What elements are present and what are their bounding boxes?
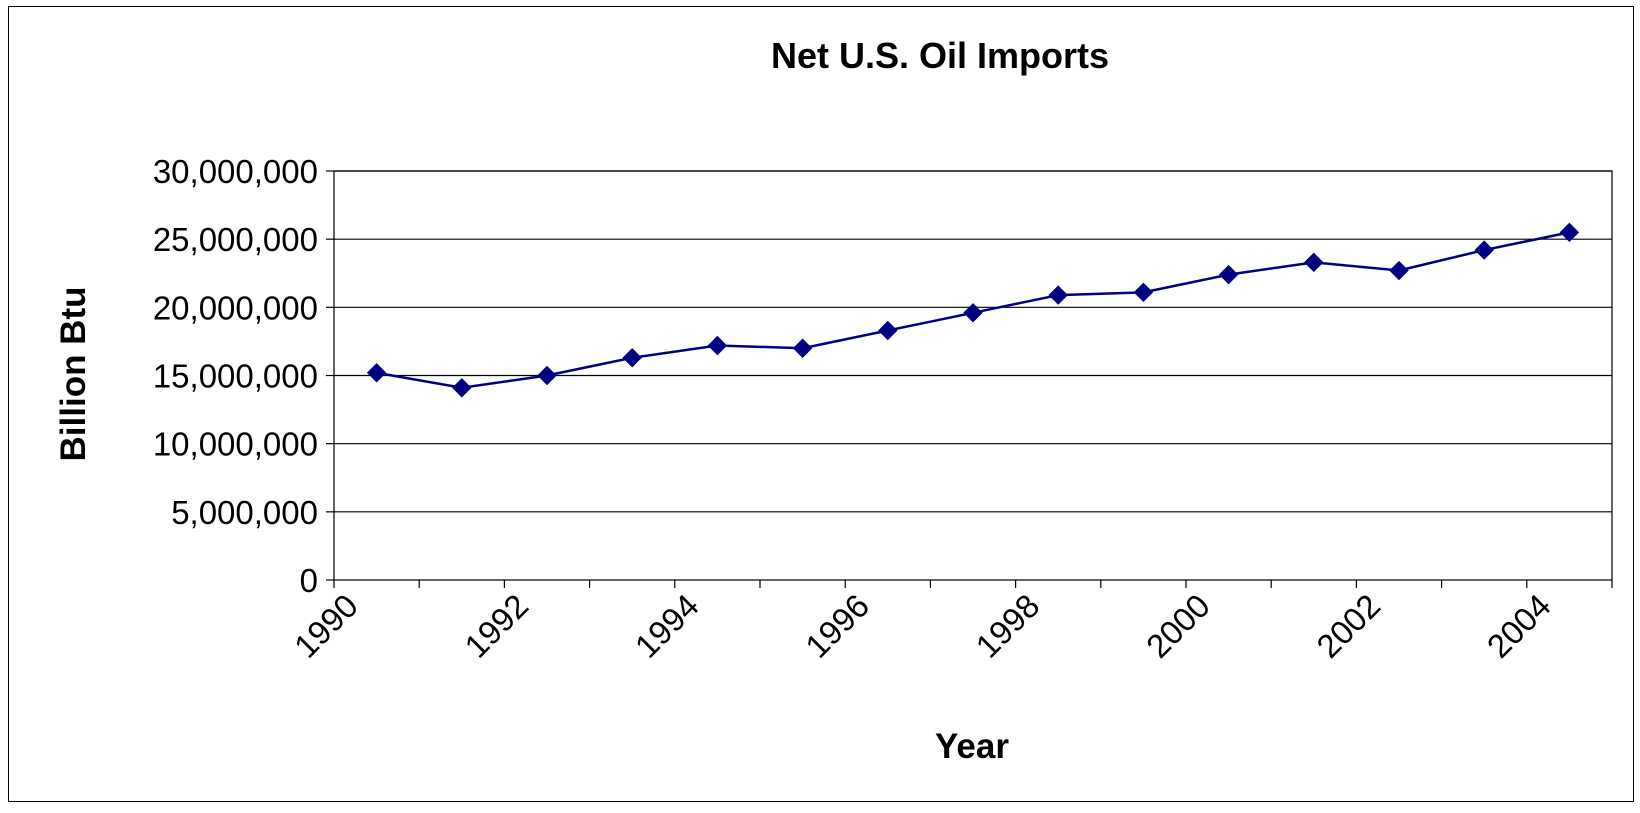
data-point [1304,252,1324,273]
x-tick-label: 2002 [1309,587,1387,665]
plot-area: 0 5,000,000 10,000,000 15,000,000 20,000,000… [153,153,1613,665]
y-tick-label: 10,000,000 [153,426,318,463]
data-point [1133,282,1154,303]
y-tick-label: 25,000,000 [153,221,318,258]
data-point [366,363,387,383]
data-point [622,348,642,368]
data-point [878,320,898,341]
x-tick-label: 1994 [628,587,706,665]
x-tick-label: 1992 [457,587,535,665]
x-tick-label: 2000 [1139,587,1217,665]
x-tick-label: 1996 [798,587,876,665]
y-tick-label: 20,000,000 [153,289,318,326]
data-point [1048,285,1068,305]
x-tick-label: 1990 [287,587,365,665]
y-tick-label: 15,000,000 [153,358,318,395]
data-point [1218,264,1239,285]
plot-border [333,170,1613,581]
data-point [963,303,983,323]
x-tick-label: 2004 [1480,587,1558,665]
y-tick-label: 0 [300,562,318,599]
chart-title: Net U.S. Oil Imports [771,35,1109,76]
x-tick-label: 1998 [968,587,1046,665]
data-point [792,338,813,358]
y-tick-label: 30,000,000 [153,153,318,190]
x-axis-title: Year [935,727,1009,766]
data-point [1474,240,1494,260]
data-point [1559,222,1580,243]
data-point [1389,260,1409,281]
data-point [452,378,472,398]
data-point [537,365,557,386]
y-tick-label: 5,000,000 [171,494,318,531]
data-point [707,335,728,356]
y-axis-title: Billion Btu [54,287,93,462]
chart-frame [8,6,1634,802]
